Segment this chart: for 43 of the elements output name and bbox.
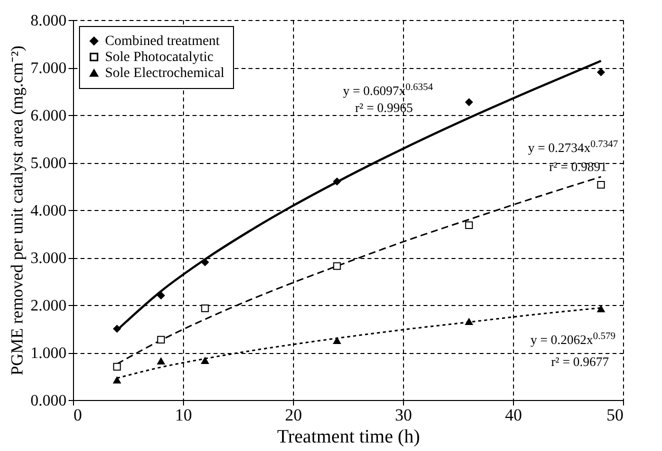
point: [465, 318, 473, 326]
legend-label: Combined treatment: [105, 34, 220, 49]
legend-label: Sole Photocatalytic: [105, 50, 214, 65]
point: [597, 180, 605, 189]
point: [157, 292, 165, 300]
point: [113, 324, 121, 333]
x-tick-label: 10: [175, 406, 192, 424]
point: [201, 258, 209, 266]
x-tick-label: 30: [395, 406, 412, 424]
point: [113, 362, 121, 371]
point: [333, 178, 341, 186]
point: [157, 336, 165, 344]
y-axis-title: PGME removed per unit catalyst area (mg.cm⁻²): [8, 46, 26, 376]
annotation: r² = 0.9677: [551, 354, 610, 369]
y-tick-label: 4.000: [30, 202, 66, 220]
y-tick-label: 7.000: [30, 60, 66, 77]
point: [157, 358, 165, 364]
x-tick-label: 40: [505, 406, 522, 424]
x-tick-label: 50: [606, 406, 624, 424]
y-tick-label: 5.000: [30, 155, 66, 172]
point: [201, 304, 209, 312]
point: [333, 262, 341, 270]
point: [201, 357, 209, 364]
y-tick-label: 1.000: [30, 345, 66, 362]
y-tick-label: 8.000: [30, 12, 66, 30]
point: [333, 337, 341, 344]
annotation: y = 0.2062x$^{0.579}$: [530, 330, 616, 347]
y-tick-label: 3.000: [30, 250, 66, 267]
legend-label: Sole Electrochemical: [105, 66, 224, 81]
y-tick-label: 0.000: [30, 392, 66, 410]
x-axis-title: Treatment time (h): [277, 426, 420, 448]
point: [465, 98, 473, 106]
y-tick-label: 6.000: [30, 108, 66, 124]
annotation: r² = 0.9965: [355, 100, 413, 115]
x-tick-label: 20: [285, 406, 302, 424]
x-tick-label: 0: [74, 406, 82, 424]
point: [597, 305, 605, 312]
point: [113, 376, 121, 384]
annotation: y = 0.6097x$^{0.6354}$: [342, 82, 434, 98]
annotation: y = 0.2734x$^{0.7347}$: [528, 138, 618, 155]
point: [597, 68, 605, 76]
y-tick-label: 2.000: [30, 298, 66, 314]
point: [465, 221, 473, 230]
